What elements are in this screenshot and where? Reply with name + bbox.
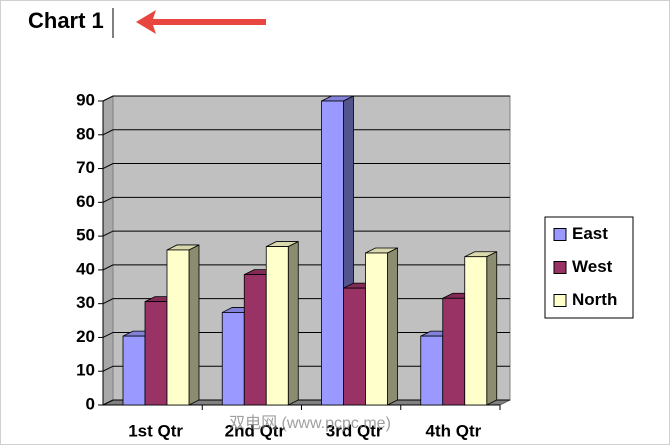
grid-line (102, 95, 510, 102)
chart-title: Chart 1 (28, 8, 104, 33)
bar (442, 297, 466, 406)
x-tick-label: 2nd Qtr (225, 421, 286, 440)
y-tick-label: 50 (76, 226, 95, 245)
bar-3d (166, 244, 200, 406)
bar (265, 246, 289, 406)
x-tick-label: 1st Qtr (128, 421, 183, 440)
legend-swatch (553, 261, 567, 274)
bar (144, 301, 168, 406)
bar-3d (265, 240, 299, 406)
bar (166, 249, 190, 406)
y-tick-label: 10 (76, 361, 95, 380)
bar-3d (464, 251, 498, 406)
watermark: 双电网 (www.pcpc.me) (229, 414, 391, 432)
grid-line (102, 196, 510, 203)
legend-label: West (572, 257, 613, 276)
x-tick-label: 3rd Qtr (326, 421, 383, 440)
legend-swatch (553, 228, 567, 241)
bar (365, 252, 388, 406)
y-tick-label: 30 (76, 293, 95, 312)
legend-label: North (572, 290, 617, 309)
bar-3d (365, 247, 398, 406)
side-wall (102, 95, 114, 406)
y-tick-label: 0 (86, 394, 95, 413)
legend-swatch (553, 294, 567, 307)
grid-line (102, 129, 510, 136)
bar (243, 274, 267, 406)
y-tick-label: 70 (76, 158, 95, 177)
x-tick-label: 4th Qtr (426, 421, 482, 440)
bar (343, 287, 366, 406)
bar-side (188, 244, 200, 406)
grid-line (102, 230, 510, 237)
grid-line (102, 163, 510, 170)
bar-side (387, 247, 398, 406)
bar (122, 335, 146, 406)
bar-side (287, 240, 299, 406)
y-tick-label: 90 (76, 90, 95, 109)
bar (464, 256, 488, 406)
y-tick-label: 40 (76, 259, 95, 278)
legend-label: East (572, 224, 608, 243)
bar (321, 100, 344, 406)
arrow (136, 10, 266, 34)
bar (221, 312, 245, 406)
y-tick-label: 20 (76, 327, 95, 346)
bar (420, 335, 444, 406)
y-tick-label: 60 (76, 192, 95, 211)
bar-side (486, 251, 498, 406)
y-tick-label: 80 (76, 124, 95, 143)
